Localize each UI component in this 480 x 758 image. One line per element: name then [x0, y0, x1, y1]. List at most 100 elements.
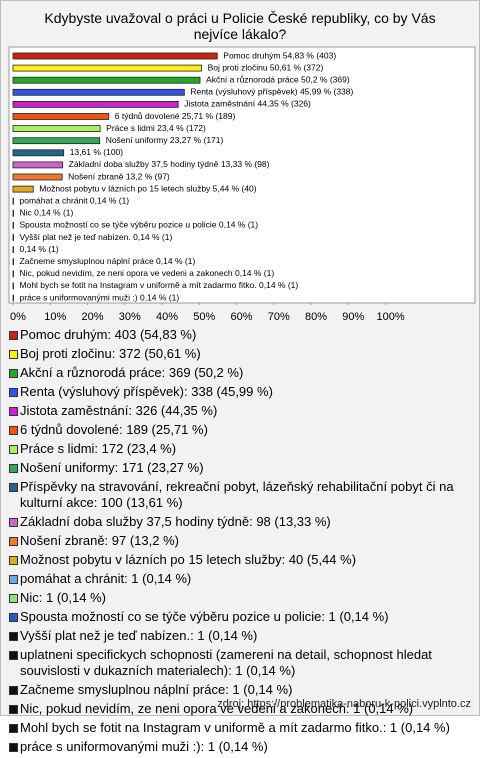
- legend-swatch: [9, 705, 18, 714]
- legend-label: Základní doba služby 37,5 hodiny týdně: …: [20, 514, 331, 529]
- bar: [12, 197, 14, 205]
- bar: [12, 161, 64, 169]
- legend-label: Nic: 1 (0,14 %): [20, 590, 106, 605]
- bar-label: Jistota zaměstnání 44,35 % (326): [184, 99, 311, 109]
- bar-label: Spousta možností co se týče výběru pozic…: [20, 220, 259, 230]
- legend-swatch: [9, 464, 18, 473]
- legend-swatch: [9, 743, 18, 752]
- bar: [12, 64, 202, 72]
- bar-label: 6 týdnů dovolené 25,71 % (189): [115, 111, 236, 121]
- bar-label: Mohl bych se fotit na Instagram v unifor…: [20, 280, 299, 290]
- legend-item: Nic, pokud nevidím, ze neni opora ve ved…: [9, 701, 473, 717]
- legend-item: práce s uniformovanými muži :): 1 (0,14 …: [9, 739, 473, 755]
- legend-item: Mohl bych se fotit na Instagram v unifor…: [9, 720, 473, 736]
- legend-item: pomáhat a chránit: 1 (0,14 %): [9, 571, 473, 587]
- bar: [12, 173, 63, 181]
- legend-item: Práce s lidmi: 172 (23,4 %): [9, 441, 473, 457]
- legend-item: Nošení uniformy: 171 (23,27 %): [9, 460, 473, 476]
- legend-item: Renta (výsluhový příspěvek): 338 (45,99 …: [9, 384, 473, 400]
- legend-label: Spousta možností co se týče výběru pozic…: [20, 609, 389, 624]
- legend-label: Příspěvky na stravování, rekreační pobyt…: [20, 479, 454, 510]
- bar: [12, 52, 218, 60]
- bar: [12, 113, 110, 120]
- bar-label: Nošení zbraně 13,2 % (97): [68, 171, 170, 181]
- x-tick-label: 60%: [231, 311, 253, 323]
- bar-label: Nic, pokud nevidím, ze neni opora ve ved…: [20, 268, 275, 278]
- legend-label: Pomoc druhým: 403 (54,83 %): [20, 327, 197, 342]
- legend-item: Akční a různorodá práce: 369 (50,2 %): [9, 365, 473, 381]
- legend: Pomoc druhým: 403 (54,83 %) Boj proti zlo…: [9, 327, 473, 758]
- legend-swatch: [9, 426, 18, 435]
- bar-label: Boj proti zločinu 50,61 % (372): [208, 62, 324, 72]
- legend-item: uplatneni specifickych schopnosti (zamer…: [9, 647, 473, 679]
- bar-label: pomáhat a chránit 0,14 % (1): [20, 195, 130, 205]
- legend-item: Nošení zbraně: 97 (13,2 %): [9, 533, 473, 549]
- legend-label: Možnost pobytu v lázních po 15 letech sl…: [20, 552, 357, 567]
- bar: [12, 76, 201, 84]
- legend-swatch: [9, 537, 18, 546]
- legend-label: Jistota zaměstnání: 326 (44,35 %): [20, 403, 218, 418]
- bar: [12, 246, 14, 254]
- legend-label: Mohl bych se fotit na Instagram v unifor…: [20, 720, 450, 735]
- legend-item: Příspěvky na stravování, rekreační pobyt…: [9, 479, 473, 511]
- legend-label: Nošení zbraně: 97 (13,2 %): [20, 533, 179, 548]
- legend-label: pomáhat a chránit: 1 (0,14 %): [20, 571, 192, 586]
- bar-label: Možnost pobytu v lázních po 15 letech sl…: [39, 183, 257, 193]
- bar: [12, 234, 14, 241]
- bar-label: 0,14 % (1): [20, 244, 59, 254]
- bar: [12, 221, 14, 229]
- title-line: Kdybyste uvažoval o práci u Policie Česk…: [44, 10, 435, 26]
- bar-label: 13,61 % (100): [70, 147, 124, 157]
- legend-swatch: [9, 686, 18, 695]
- x-tick-label: 50%: [193, 311, 215, 323]
- legend-swatch: [9, 369, 18, 378]
- legend-swatch: [9, 445, 18, 454]
- legend-swatch: [9, 407, 18, 416]
- legend-item: Boj proti zločinu: 372 (50,61 %): [9, 346, 473, 362]
- legend-item: Nic: 1 (0,14 %): [9, 590, 473, 606]
- x-tick-label: 20%: [82, 311, 104, 323]
- x-tick-label: 30%: [119, 311, 141, 323]
- bar-label: Pomoc druhým 54,83 % (403): [223, 50, 336, 60]
- legend-swatch: [9, 651, 18, 660]
- bar: [12, 209, 14, 217]
- legend-swatch: [9, 518, 18, 527]
- legend-swatch: [9, 724, 18, 733]
- x-tick-label: 80%: [305, 311, 327, 323]
- legend-label: uplatneni specifickych schopnosti (zamer…: [20, 647, 432, 678]
- legend-swatch: [9, 556, 18, 565]
- bar: [12, 101, 179, 108]
- legend-label: Práce s lidmi: 172 (23,4 %): [20, 441, 177, 456]
- title-line: nejvíce lákalo?: [194, 26, 287, 42]
- legend-label: Nic, pokud nevidím, ze neni opora ve ved…: [20, 701, 414, 716]
- legend-item: Možnost pobytu v lázních po 15 letech sl…: [9, 552, 473, 568]
- legend-label: práce s uniformovanými muži :): 1 (0,14 …: [20, 739, 268, 754]
- bar: [12, 125, 101, 132]
- bar: [12, 282, 14, 290]
- legend-swatch: [9, 350, 18, 359]
- bar: [12, 137, 101, 145]
- bar: [12, 294, 14, 302]
- bar: [12, 270, 14, 278]
- legend-swatch: [9, 331, 18, 340]
- chart-title: Kdybyste uvažoval o práci u Policie Česk…: [44, 10, 435, 42]
- bar-label: Nošení uniformy 23,27 % (171): [106, 135, 224, 145]
- source: zdroj: https://problematika-naboru-k-pol…: [217, 698, 471, 710]
- legend-item: Spousta možností co se týče výběru pozic…: [9, 609, 473, 625]
- legend-label: Začneme smysluplnou náplní práce: 1 (0,1…: [20, 682, 293, 697]
- legend-swatch: [9, 632, 18, 641]
- legend-label: Vyšší plat než je teď nabízen.: 1 (0,14 …: [20, 628, 258, 643]
- x-tick-label: 40%: [156, 311, 178, 323]
- bar: [12, 88, 185, 96]
- legend-swatch: [9, 594, 18, 603]
- legend-label: Renta (výsluhový příspěvek): 338 (45,99 …: [20, 384, 273, 399]
- legend-label: 6 týdnů dovolené: 189 (25,71 %): [20, 422, 208, 437]
- bar-label: Akční a různorodá práce 50,2 % (369): [206, 74, 350, 84]
- x-tick-label: 10%: [44, 311, 66, 323]
- x-tick-label: 70%: [268, 311, 290, 323]
- legend-swatch: [9, 483, 18, 492]
- bar-label: Základní doba služby 37,5 hodiny týdně 1…: [69, 159, 270, 169]
- legend-item: Vyšší plat než je teď nabízen.: 1 (0,14 …: [9, 628, 473, 644]
- bar-label: Začneme smysluplnou náplní práce 0,14 % …: [20, 256, 196, 266]
